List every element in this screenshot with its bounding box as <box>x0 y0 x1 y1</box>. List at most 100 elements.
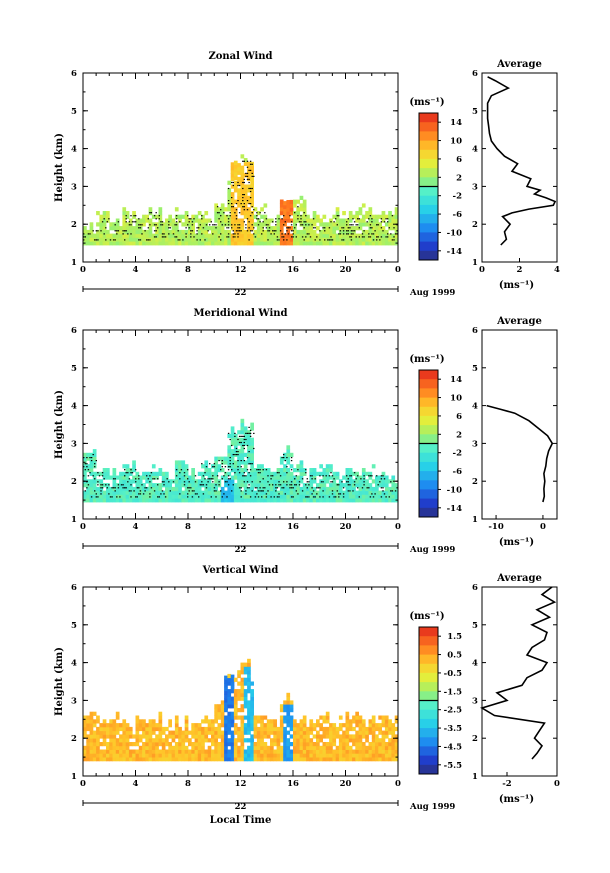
heatmap-cell <box>306 745 310 750</box>
heatmap-cell <box>283 490 287 495</box>
heatmap-cell <box>122 757 127 762</box>
heatmap-cell <box>240 666 245 671</box>
heatmap-cell <box>375 498 379 503</box>
heatmap-cell <box>240 692 245 697</box>
heatmap-cell <box>381 471 386 476</box>
heatmap-cell <box>142 749 146 754</box>
heatmap-cell <box>289 719 294 724</box>
heatmap-cell <box>388 241 392 246</box>
heatmap-cell <box>86 753 90 758</box>
contour-line <box>309 236 312 238</box>
profile-line <box>486 404 554 503</box>
contour-line <box>275 224 277 226</box>
contour-line <box>141 224 143 226</box>
contour-line <box>278 493 280 495</box>
colorbar-segment <box>419 113 438 123</box>
heatmap-cell <box>148 490 153 495</box>
heatmap-cell <box>171 241 176 246</box>
heatmap-cell <box>106 214 110 219</box>
heatmap-cell <box>83 226 87 231</box>
x-tick-label: 8 <box>185 779 191 789</box>
contour-line <box>308 496 310 498</box>
contour-line <box>279 230 282 232</box>
heatmap-cell <box>260 479 264 484</box>
contour-line <box>286 484 288 486</box>
contour-line <box>305 215 307 217</box>
contour-line <box>298 481 301 483</box>
colorbar-segment <box>419 195 438 206</box>
heatmap-cell <box>112 730 117 735</box>
contour-line <box>283 457 285 459</box>
heatmap-cell <box>338 498 343 503</box>
heatmap-cell <box>174 229 179 235</box>
heatmap-cell <box>312 222 317 227</box>
heatmap-cell <box>391 745 396 750</box>
heatmap-cell <box>391 218 396 223</box>
heatmap-cell <box>230 241 235 246</box>
profile-x-tick-label: 0 <box>540 522 546 532</box>
heatmap-cell <box>237 692 241 697</box>
contour-line <box>292 236 294 238</box>
heatmap-cell <box>148 738 153 743</box>
heatmap-cell <box>184 738 189 743</box>
contour-line <box>131 221 134 223</box>
heatmap-cell <box>286 498 291 503</box>
heatmap-cell <box>279 704 284 709</box>
heatmap-cell <box>338 749 343 754</box>
contour-line <box>306 233 308 235</box>
heatmap-cell <box>224 749 228 754</box>
contour-line <box>238 487 241 489</box>
heatmap-cell <box>237 471 241 476</box>
heatmap-cell <box>214 486 218 492</box>
heatmap-cell <box>227 719 232 724</box>
heatmap-cell <box>276 742 281 747</box>
heatmap-cell <box>184 730 189 735</box>
heatmap-cell <box>286 460 291 465</box>
heatmap-cell <box>201 738 205 743</box>
contour-line <box>311 493 313 495</box>
x-tick-label: 12 <box>235 265 247 275</box>
contour-line <box>314 496 316 498</box>
heatmap-cell <box>302 241 307 246</box>
contour-line <box>347 481 349 483</box>
heatmap-cell <box>348 726 353 732</box>
colorbar-segment <box>419 636 438 646</box>
contour-line <box>301 224 304 226</box>
heatmap-cell <box>289 207 294 212</box>
heatmap-cell <box>148 719 153 724</box>
heatmap-cell <box>296 494 300 499</box>
colorbar-segment <box>419 654 438 665</box>
heatmap-cell <box>227 742 232 747</box>
heatmap-cell <box>309 494 314 499</box>
heatmap-cell <box>165 753 169 758</box>
heatmap-cell <box>184 715 189 720</box>
heatmap-cell <box>178 468 182 473</box>
heatmap-cell <box>174 479 179 484</box>
heatmap-cell <box>368 483 373 488</box>
heatmap-cell <box>279 203 284 208</box>
profile-y-tick-label: 5 <box>472 364 478 374</box>
heatmap-cell <box>283 471 287 476</box>
heatmap-cell <box>224 679 228 684</box>
contour-line <box>194 481 197 483</box>
heatmap-cell <box>283 745 287 750</box>
heatmap-cell <box>106 233 110 238</box>
heatmap-cell <box>237 708 241 713</box>
heatmap-cell <box>178 753 182 758</box>
profile-x-label: (ms⁻¹) <box>499 794 534 805</box>
contour-line <box>235 451 238 453</box>
contour-line <box>387 236 389 238</box>
heatmap-cell <box>283 233 287 238</box>
contour-line <box>231 181 233 184</box>
heatmap-cell <box>115 486 120 492</box>
heatmap-cell <box>391 742 396 747</box>
contour-line <box>212 466 214 468</box>
heatmap-cell <box>99 723 104 728</box>
x-tick-label: 20 <box>340 265 352 275</box>
heatmap-cell <box>375 233 379 238</box>
colorbar-segment <box>419 645 438 656</box>
heatmap-cell <box>191 229 195 235</box>
heatmap-cell <box>247 689 251 694</box>
heatmap-cell <box>197 749 202 754</box>
heatmap-cell <box>335 494 340 499</box>
